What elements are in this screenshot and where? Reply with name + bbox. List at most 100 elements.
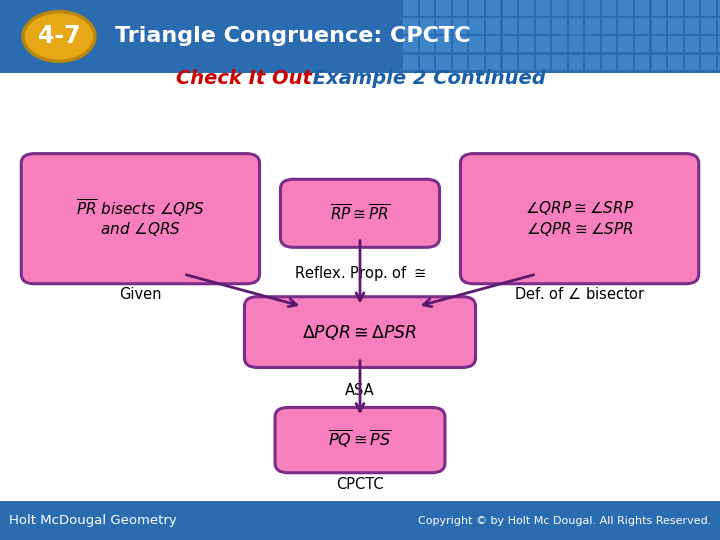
FancyBboxPatch shape bbox=[22, 153, 260, 284]
Bar bbox=[519, 36, 534, 52]
Bar bbox=[618, 36, 633, 52]
Bar bbox=[668, 36, 683, 52]
Text: Def. of $\angle$ bisector: Def. of $\angle$ bisector bbox=[513, 286, 646, 302]
Bar bbox=[519, 55, 534, 70]
Bar bbox=[436, 18, 451, 33]
Bar bbox=[701, 0, 716, 16]
Bar bbox=[469, 18, 484, 33]
Bar bbox=[552, 0, 567, 16]
Bar bbox=[503, 36, 517, 52]
Bar bbox=[469, 0, 484, 16]
Text: Triangle Congruence: CPCTC: Triangle Congruence: CPCTC bbox=[115, 26, 471, 46]
Text: and $\angle QRS$: and $\angle QRS$ bbox=[100, 220, 181, 238]
Bar bbox=[635, 0, 649, 16]
Bar bbox=[652, 0, 666, 16]
Bar bbox=[718, 55, 720, 70]
Bar bbox=[585, 36, 600, 52]
Bar bbox=[552, 36, 567, 52]
Bar bbox=[718, 0, 720, 16]
Text: Copyright © by Holt Mc Dougal. All Rights Reserved.: Copyright © by Holt Mc Dougal. All Right… bbox=[418, 516, 711, 525]
Bar bbox=[503, 18, 517, 33]
Bar bbox=[602, 36, 616, 52]
Bar bbox=[453, 0, 467, 16]
Bar bbox=[668, 0, 683, 16]
Bar bbox=[403, 18, 418, 33]
Bar bbox=[652, 36, 666, 52]
Bar bbox=[652, 18, 666, 33]
Text: $\overline{PR}$ bisects $\angle QPS$: $\overline{PR}$ bisects $\angle QPS$ bbox=[76, 198, 205, 219]
Bar bbox=[569, 18, 583, 33]
Bar bbox=[602, 0, 616, 16]
Bar bbox=[618, 18, 633, 33]
Bar bbox=[503, 0, 517, 16]
Bar bbox=[635, 36, 649, 52]
Bar bbox=[453, 36, 467, 52]
Bar bbox=[536, 36, 550, 52]
Bar bbox=[486, 18, 500, 33]
Bar bbox=[668, 18, 683, 33]
Bar bbox=[0, 0, 720, 73]
Bar bbox=[701, 55, 716, 70]
Bar bbox=[569, 36, 583, 52]
Bar bbox=[436, 55, 451, 70]
Text: Given: Given bbox=[119, 287, 162, 302]
Text: $\overline{PQ} \cong \overline{PS}$: $\overline{PQ} \cong \overline{PS}$ bbox=[328, 429, 392, 451]
Bar bbox=[436, 0, 451, 16]
Bar bbox=[585, 55, 600, 70]
Bar bbox=[486, 0, 500, 16]
Bar bbox=[685, 0, 699, 16]
Bar bbox=[519, 0, 534, 16]
FancyBboxPatch shape bbox=[275, 407, 445, 473]
Bar bbox=[403, 0, 418, 16]
Bar bbox=[420, 0, 434, 16]
Bar bbox=[486, 36, 500, 52]
Text: $\angle QPR \cong \angle SPR$: $\angle QPR \cong \angle SPR$ bbox=[526, 220, 634, 238]
Bar bbox=[602, 18, 616, 33]
Bar bbox=[701, 18, 716, 33]
Bar bbox=[536, 0, 550, 16]
Bar bbox=[602, 55, 616, 70]
Bar bbox=[701, 36, 716, 52]
Bar bbox=[652, 55, 666, 70]
Bar bbox=[403, 55, 418, 70]
Text: 4-7: 4-7 bbox=[37, 24, 81, 49]
Bar bbox=[420, 55, 434, 70]
Bar bbox=[718, 36, 720, 52]
Bar bbox=[403, 36, 418, 52]
Bar bbox=[668, 55, 683, 70]
Text: ASA: ASA bbox=[345, 383, 375, 398]
Bar bbox=[635, 55, 649, 70]
Bar bbox=[453, 18, 467, 33]
FancyBboxPatch shape bbox=[280, 179, 439, 247]
Text: $\Delta PQR \cong \Delta PSR$: $\Delta PQR \cong \Delta PSR$ bbox=[302, 322, 418, 342]
Text: $\angle QRP \cong \angle SRP$: $\angle QRP \cong \angle SRP$ bbox=[525, 199, 634, 218]
Bar bbox=[519, 18, 534, 33]
Bar bbox=[420, 18, 434, 33]
FancyBboxPatch shape bbox=[461, 153, 698, 284]
Bar bbox=[503, 55, 517, 70]
Text: Example 2 Continued: Example 2 Continued bbox=[306, 69, 546, 88]
Bar bbox=[635, 18, 649, 33]
Bar bbox=[552, 55, 567, 70]
Bar bbox=[569, 55, 583, 70]
Bar bbox=[685, 55, 699, 70]
Bar bbox=[0, 501, 720, 540]
Bar bbox=[469, 55, 484, 70]
Bar bbox=[685, 36, 699, 52]
Ellipse shape bbox=[23, 11, 95, 61]
Bar bbox=[618, 55, 633, 70]
Text: CPCTC: CPCTC bbox=[336, 477, 384, 492]
Bar bbox=[585, 18, 600, 33]
Bar bbox=[585, 0, 600, 16]
Text: Holt McDougal Geometry: Holt McDougal Geometry bbox=[9, 514, 176, 527]
Bar bbox=[420, 36, 434, 52]
Bar bbox=[718, 18, 720, 33]
Bar bbox=[486, 55, 500, 70]
Bar bbox=[536, 18, 550, 33]
Text: $\overline{RP} \cong \overline{PR}$: $\overline{RP} \cong \overline{PR}$ bbox=[330, 203, 390, 224]
Bar bbox=[569, 0, 583, 16]
Bar bbox=[685, 18, 699, 33]
Bar bbox=[436, 36, 451, 52]
Bar bbox=[536, 55, 550, 70]
Text: Check It Out!: Check It Out! bbox=[176, 69, 321, 88]
